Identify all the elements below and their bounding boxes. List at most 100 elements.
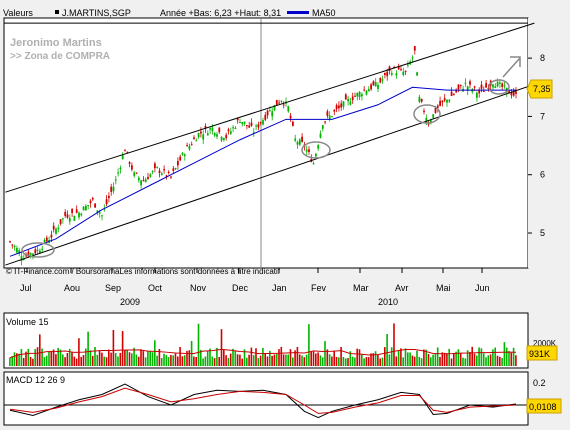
candle-body: [492, 84, 494, 88]
volume-bar: [285, 354, 287, 366]
macd-last-badge: [526, 398, 562, 414]
candle-body: [308, 149, 310, 152]
volume-bar: [174, 353, 177, 366]
volume-bar: [140, 349, 142, 366]
candle-body: [434, 108, 437, 113]
candle-body: [319, 133, 322, 138]
candle-body: [140, 180, 142, 186]
candle-body: [158, 170, 161, 173]
volume-bar: [156, 355, 158, 366]
candle-body: [197, 133, 200, 138]
volume-bar: [50, 350, 53, 366]
volume-bar: [388, 354, 391, 366]
candle-body: [487, 87, 490, 89]
up-arrow-icon: [502, 56, 521, 78]
candle-body: [407, 64, 409, 66]
candle-body: [425, 117, 428, 123]
candle-body: [85, 205, 87, 211]
volume-bar: [257, 358, 260, 366]
volume-bar: [512, 347, 515, 366]
candle-body: [223, 138, 225, 140]
volume-bar: [142, 351, 145, 366]
volume-bar: [416, 350, 418, 366]
volume-bar: [252, 355, 255, 366]
volume-bar: [331, 356, 333, 366]
candle-body: [321, 125, 324, 129]
volume-bar: [234, 350, 237, 366]
candle-body: [156, 166, 159, 168]
candle-body: [160, 173, 163, 175]
channel-upper-line: [5, 22, 535, 193]
volume-bar: [41, 348, 43, 366]
candle-body: [108, 195, 110, 199]
candle-body: [328, 115, 331, 120]
volume-bar: [29, 356, 32, 366]
candle-body: [62, 218, 64, 220]
volume-bar: [108, 349, 110, 366]
candle-body: [294, 138, 297, 141]
volume-bar: [446, 353, 448, 366]
candle-body: [22, 258, 25, 260]
volume-bar: [294, 350, 296, 366]
candle-body: [503, 85, 506, 87]
volume-bar: [20, 349, 23, 366]
volume-bar: [469, 352, 471, 366]
candle-body: [349, 101, 352, 105]
candle-body: [110, 186, 113, 192]
volume-bar: [188, 350, 191, 366]
volume-bar: [117, 356, 119, 366]
x-axis: Jul Aou Sep Oct Nov Dec Jan Fev Mar Avr Mai Jun: [20, 268, 490, 293]
candle-body: [388, 66, 391, 71]
volume-bar: [358, 349, 361, 366]
volume-bar: [223, 350, 225, 366]
volume-bar: [9, 357, 11, 366]
candle-body: [98, 212, 101, 214]
candle-body: [114, 179, 117, 181]
volume-bar: [377, 354, 379, 366]
volume-bar: [225, 355, 227, 366]
volume-bar: [160, 358, 163, 366]
volume-bar: [485, 357, 487, 366]
volume-bar: [457, 349, 460, 366]
candle-body: [43, 240, 46, 242]
candle-body: [266, 110, 269, 116]
candle-body: [137, 177, 140, 181]
volume-bar: [206, 350, 209, 366]
volume-bar: [124, 350, 126, 366]
candle-body: [459, 84, 462, 86]
volume-bar: [301, 355, 303, 366]
macd-signal-line: [9, 387, 517, 414]
candle-body: [436, 105, 439, 108]
candle-body: [379, 78, 382, 83]
year-label-2009: 2009: [120, 297, 140, 307]
volume-bar: [482, 353, 485, 366]
candle-body: [485, 83, 487, 88]
candle-body: [80, 213, 83, 216]
volume-bar: [43, 357, 46, 366]
candle-body: [326, 111, 329, 116]
volume-bar: [464, 358, 467, 366]
volume-bar: [216, 347, 218, 366]
volume-bar: [354, 357, 356, 366]
candle-body: [351, 96, 354, 101]
candle-body: [55, 228, 57, 234]
volume-bar: [356, 348, 358, 366]
candle-body: [356, 92, 359, 97]
volume-bar: [273, 354, 276, 366]
candle-body: [331, 116, 333, 118]
candle-body: [363, 89, 366, 91]
x-tick-label: Jan: [272, 283, 287, 293]
candle-body: [501, 83, 504, 88]
volume-bar: [71, 351, 73, 366]
volume-bar: [489, 354, 492, 366]
candle-body: [315, 153, 317, 157]
volume-bar: [96, 354, 99, 366]
volume-title: Volume 15: [6, 317, 49, 327]
candle-body: [361, 94, 363, 97]
candle-body: [154, 163, 156, 169]
volume-bar: [510, 352, 513, 366]
candle-body: [246, 125, 248, 127]
candle-body: [36, 249, 39, 251]
volume-bar: [232, 348, 234, 366]
volume-bar: [170, 354, 172, 366]
